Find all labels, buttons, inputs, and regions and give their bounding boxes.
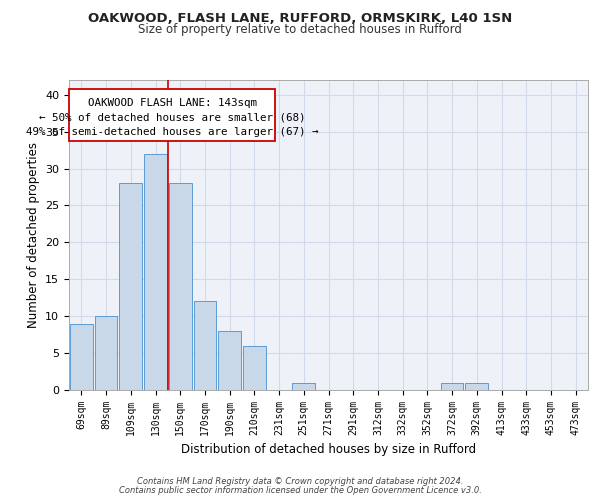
Bar (70, 324, 93, 390)
Bar (169, 184, 191, 390)
X-axis label: Distribution of detached houses by size in Rufford: Distribution of detached houses by size … (181, 444, 476, 456)
Text: Contains HM Land Registry data © Crown copyright and database right 2024.: Contains HM Land Registry data © Crown c… (137, 477, 463, 486)
FancyBboxPatch shape (70, 89, 275, 141)
Text: OAKWOOD, FLASH LANE, RUFFORD, ORMSKIRK, L40 1SN: OAKWOOD, FLASH LANE, RUFFORD, ORMSKIRK, … (88, 12, 512, 26)
Bar (466, 382, 488, 390)
Text: ← 50% of detached houses are smaller (68): ← 50% of detached houses are smaller (68… (39, 112, 305, 122)
Text: OAKWOOD FLASH LANE: 143sqm: OAKWOOD FLASH LANE: 143sqm (88, 98, 257, 108)
Bar (95, 316, 118, 390)
Bar (441, 382, 463, 390)
Bar (292, 382, 315, 390)
Text: 49% of semi-detached houses are larger (67) →: 49% of semi-detached houses are larger (… (26, 127, 319, 137)
Bar (194, 302, 216, 390)
Bar (218, 331, 241, 390)
Bar (119, 184, 142, 390)
Bar (243, 346, 266, 390)
Text: Size of property relative to detached houses in Rufford: Size of property relative to detached ho… (138, 23, 462, 36)
Bar (144, 154, 167, 390)
Text: Contains public sector information licensed under the Open Government Licence v3: Contains public sector information licen… (119, 486, 481, 495)
Y-axis label: Number of detached properties: Number of detached properties (26, 142, 40, 328)
